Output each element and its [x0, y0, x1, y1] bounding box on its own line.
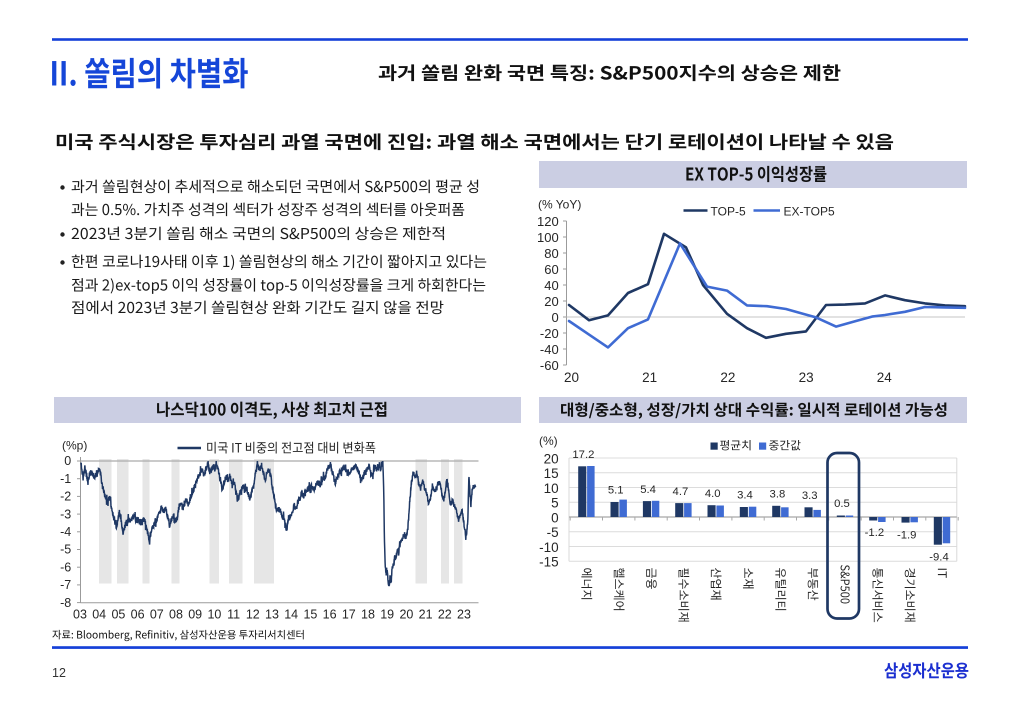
svg-text:17: 17 [342, 607, 356, 621]
svg-text:-9.4: -9.4 [929, 551, 948, 563]
svg-text:16: 16 [323, 607, 337, 621]
svg-text:0: 0 [64, 454, 71, 468]
svg-text:-4: -4 [60, 525, 71, 539]
svg-text:-20: -20 [540, 326, 559, 341]
svg-text:-6: -6 [60, 560, 71, 574]
svg-text:21: 21 [642, 370, 657, 385]
svg-text:20: 20 [544, 294, 558, 309]
svg-text:-40: -40 [540, 342, 559, 357]
svg-text:23: 23 [799, 370, 814, 385]
svg-text:09: 09 [188, 607, 202, 621]
svg-text:40: 40 [544, 278, 558, 293]
svg-text:18: 18 [361, 607, 375, 621]
svg-text:10: 10 [544, 481, 559, 496]
svg-text:100: 100 [537, 230, 559, 245]
svg-text:(%): (%) [539, 434, 558, 448]
svg-text:TOP-5: TOP-5 [711, 205, 746, 219]
svg-text:12: 12 [52, 666, 66, 680]
svg-text:-1.9: -1.9 [897, 529, 916, 541]
svg-text:3.8: 3.8 [770, 489, 786, 501]
svg-text:80: 80 [544, 246, 558, 261]
svg-text:-7: -7 [60, 578, 71, 592]
svg-text:-5: -5 [60, 543, 71, 557]
svg-text:20: 20 [564, 370, 579, 385]
svg-text:14: 14 [284, 607, 298, 621]
svg-text:19: 19 [380, 607, 394, 621]
svg-text:04: 04 [92, 607, 106, 621]
svg-text:17.2: 17.2 [572, 449, 594, 461]
svg-text:0: 0 [551, 510, 559, 525]
svg-text:4.7: 4.7 [673, 486, 689, 498]
svg-text:4.0: 4.0 [705, 488, 721, 500]
svg-text:EX-TOP5: EX-TOP5 [784, 205, 835, 219]
svg-text:06: 06 [131, 607, 145, 621]
svg-text:20: 20 [399, 607, 413, 621]
svg-text:120: 120 [537, 214, 559, 229]
svg-text:-1.2: -1.2 [865, 527, 884, 539]
svg-text:-5: -5 [547, 525, 559, 540]
svg-text:07: 07 [150, 607, 164, 621]
svg-text:-15: -15 [539, 555, 559, 570]
svg-text:05: 05 [111, 607, 125, 621]
svg-text:15: 15 [303, 607, 317, 621]
svg-text:24: 24 [877, 370, 893, 385]
svg-text:5.1: 5.1 [608, 485, 624, 497]
svg-text:22: 22 [720, 370, 735, 385]
svg-text:11: 11 [227, 607, 240, 621]
svg-text:0: 0 [551, 310, 558, 325]
svg-text:5: 5 [551, 496, 559, 511]
svg-text:12: 12 [246, 607, 260, 621]
svg-text:23: 23 [457, 607, 471, 621]
svg-text:-2: -2 [60, 490, 71, 504]
svg-text:3.4: 3.4 [737, 490, 753, 502]
svg-text:-1: -1 [60, 472, 71, 486]
svg-text:-8: -8 [60, 596, 71, 610]
svg-text:21: 21 [419, 607, 433, 621]
svg-text:20: 20 [544, 451, 559, 466]
svg-text:-60: -60 [540, 358, 559, 373]
svg-text:03: 03 [73, 607, 87, 621]
svg-text:(%p): (%p) [62, 439, 87, 453]
svg-text:-10: -10 [539, 540, 559, 555]
svg-text:13: 13 [265, 607, 279, 621]
svg-text:60: 60 [544, 262, 558, 277]
svg-text:22: 22 [438, 607, 452, 621]
svg-text:15: 15 [544, 466, 559, 481]
svg-text:5.4: 5.4 [640, 484, 656, 496]
svg-text:0.5: 0.5 [834, 498, 850, 510]
svg-text:-3: -3 [60, 507, 71, 521]
svg-text:3.3: 3.3 [802, 490, 818, 502]
svg-text:(% YoY): (% YoY) [538, 198, 581, 212]
svg-text:10: 10 [207, 607, 221, 621]
svg-text:08: 08 [169, 607, 183, 621]
